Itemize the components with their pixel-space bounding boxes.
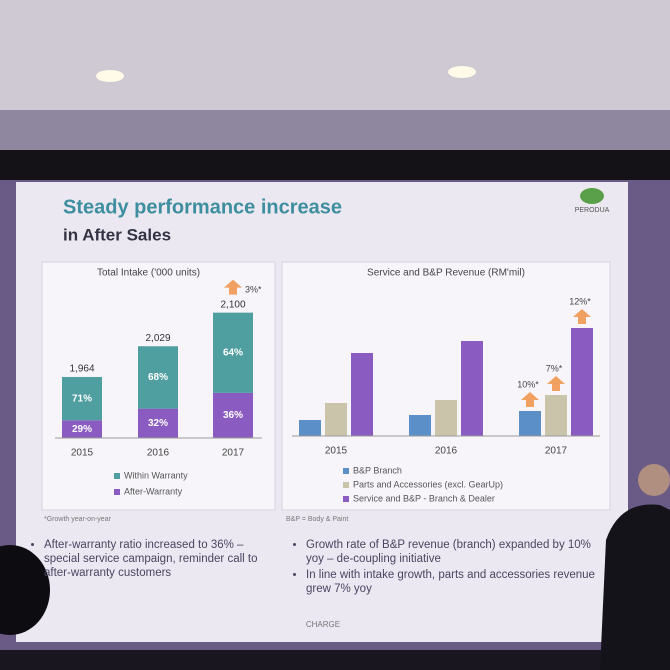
ceiling-light bbox=[96, 70, 124, 82]
legend-label: After-Warranty bbox=[124, 486, 183, 496]
chart-title: Total Intake ('000 units) bbox=[97, 268, 200, 279]
bar-segment bbox=[213, 392, 253, 438]
bar bbox=[351, 353, 373, 436]
chart-panel bbox=[281, 261, 611, 511]
speaker-head bbox=[638, 464, 670, 496]
growth-label: 7%* bbox=[546, 363, 563, 373]
value-label: 68% bbox=[148, 372, 168, 383]
bullet: Growth rate of B&P revenue (branch) expa… bbox=[306, 538, 610, 566]
value-label: 36% bbox=[223, 410, 243, 421]
footnote: B&P = Body & Paint bbox=[286, 516, 348, 523]
bar-segment bbox=[62, 376, 102, 421]
growth-label: 3%* bbox=[245, 284, 262, 294]
legend-swatch bbox=[114, 489, 120, 495]
legend-label: B&P Branch bbox=[353, 465, 402, 475]
ceiling bbox=[0, 0, 670, 110]
value-label: 71% bbox=[72, 393, 92, 404]
bar bbox=[519, 411, 541, 436]
bar bbox=[325, 403, 347, 436]
total-label: 2,029 bbox=[145, 333, 170, 344]
bar bbox=[299, 420, 321, 436]
x-tick-label: 2017 bbox=[545, 446, 568, 457]
logo: PERODUA bbox=[575, 207, 610, 214]
speaker bbox=[600, 504, 670, 670]
growth-arrow bbox=[547, 376, 565, 391]
bar-segment bbox=[62, 420, 102, 438]
total-label: 2,100 bbox=[220, 299, 245, 310]
legend-label: Within Warranty bbox=[124, 470, 188, 480]
growth-label: 12%* bbox=[569, 296, 591, 306]
growth-arrow bbox=[573, 309, 591, 324]
bullet-list: Growth rate of B&P revenue (branch) expa… bbox=[292, 538, 610, 596]
bullets-left: After-warranty ratio increased to 36% – … bbox=[30, 538, 265, 582]
ceiling-light bbox=[448, 66, 476, 78]
bullets-right: Growth rate of B&P revenue (branch) expa… bbox=[292, 538, 610, 598]
bullet: In line with intake growth, parts and ac… bbox=[306, 568, 610, 596]
legend-swatch bbox=[343, 468, 349, 474]
x-tick-label: 2015 bbox=[71, 448, 94, 459]
bar-segment bbox=[138, 408, 178, 438]
bar bbox=[435, 400, 457, 436]
slide-title: Steady performance increase bbox=[63, 196, 342, 218]
x-tick-label: 2016 bbox=[147, 448, 170, 459]
legend-swatch bbox=[114, 473, 120, 479]
legend-swatch bbox=[343, 482, 349, 488]
wall bbox=[0, 110, 670, 150]
value-label: 29% bbox=[72, 424, 92, 435]
footnote: *Growth year-on-year bbox=[44, 516, 112, 523]
legend-label: Parts and Accessories (excl. GearUp) bbox=[353, 479, 503, 489]
bar-segment bbox=[213, 312, 253, 393]
screen-border bbox=[0, 150, 670, 180]
legend-swatch bbox=[343, 496, 349, 502]
slide-subtitle: in After Sales bbox=[63, 225, 171, 244]
x-tick-label: 2016 bbox=[435, 446, 458, 457]
growth-arrow bbox=[521, 392, 539, 407]
x-tick-label: 2017 bbox=[222, 448, 245, 459]
bar bbox=[545, 395, 567, 436]
logo-mark bbox=[580, 188, 604, 204]
footer: CHARGE bbox=[306, 620, 340, 629]
foreground-object bbox=[0, 545, 50, 635]
growth-arrow bbox=[224, 279, 242, 295]
bar-segment bbox=[138, 346, 178, 409]
value-label: 64% bbox=[223, 347, 243, 358]
bar bbox=[461, 341, 483, 436]
value-label: 32% bbox=[148, 418, 168, 429]
growth-label: 10%* bbox=[517, 379, 539, 389]
total-label: 1,964 bbox=[69, 364, 94, 375]
x-tick-label: 2015 bbox=[325, 446, 348, 457]
bullet-list: After-warranty ratio increased to 36% – … bbox=[30, 538, 265, 580]
bar bbox=[571, 328, 593, 436]
bar bbox=[409, 415, 431, 436]
chart-title: Service and B&P Revenue (RM'mil) bbox=[367, 268, 525, 279]
legend-label: Service and B&P - Branch & Dealer bbox=[353, 493, 495, 503]
bullet: After-warranty ratio increased to 36% – … bbox=[44, 538, 265, 580]
